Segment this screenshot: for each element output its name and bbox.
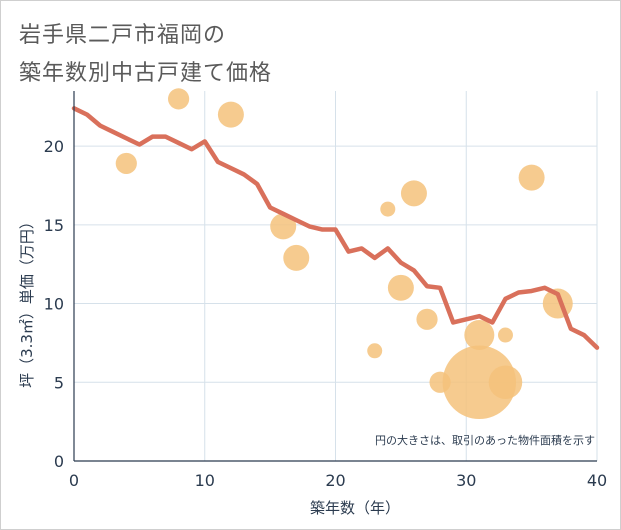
x-tick-label: 10 <box>195 471 215 490</box>
axes: 0 10 20 30 40 0 5 10 15 20 <box>44 91 607 490</box>
bubble-point <box>387 274 414 301</box>
bubble-point <box>464 320 495 351</box>
bubble-point <box>115 152 137 175</box>
x-tick-label: 30 <box>456 471 476 490</box>
x-tick-label: 0 <box>69 471 79 490</box>
x-tick-label: 20 <box>325 471 345 490</box>
x-tick-label: 40 <box>587 471 607 490</box>
y-tick-label: 0 <box>54 452 64 471</box>
grid <box>74 91 598 461</box>
line-series <box>71 106 600 350</box>
average-price-line <box>71 106 600 350</box>
bubble-point <box>488 365 523 400</box>
bubble-point <box>167 88 190 110</box>
bubble-point <box>518 164 545 191</box>
bubble-point <box>442 345 517 420</box>
y-tick-label: 15 <box>44 216 64 235</box>
bubble-point <box>217 101 244 128</box>
y-tick-label: 5 <box>54 373 64 392</box>
chart-title-line2: 築年数別中古戸建て価格 <box>19 61 273 86</box>
bubble-point <box>416 308 438 330</box>
bubble-point <box>380 201 396 217</box>
y-tick-label: 10 <box>44 295 64 314</box>
bubble-series <box>115 88 573 420</box>
bubble-size-note: 円の大きさは、取引のあった物件面積を示す <box>375 433 595 447</box>
bubble-point <box>270 213 297 240</box>
bubble-point <box>497 327 513 343</box>
bubble-point <box>367 343 383 359</box>
y-axis-label: 坪（3.3㎡）単価（万円） <box>18 214 36 388</box>
y-tick-label: 20 <box>44 137 64 156</box>
bubble-point <box>400 180 427 207</box>
x-axis-label: 築年数（年） <box>310 499 400 517</box>
bubble-point <box>283 244 310 271</box>
chart-title-line1: 岩手県二戸市福岡の <box>19 23 227 48</box>
